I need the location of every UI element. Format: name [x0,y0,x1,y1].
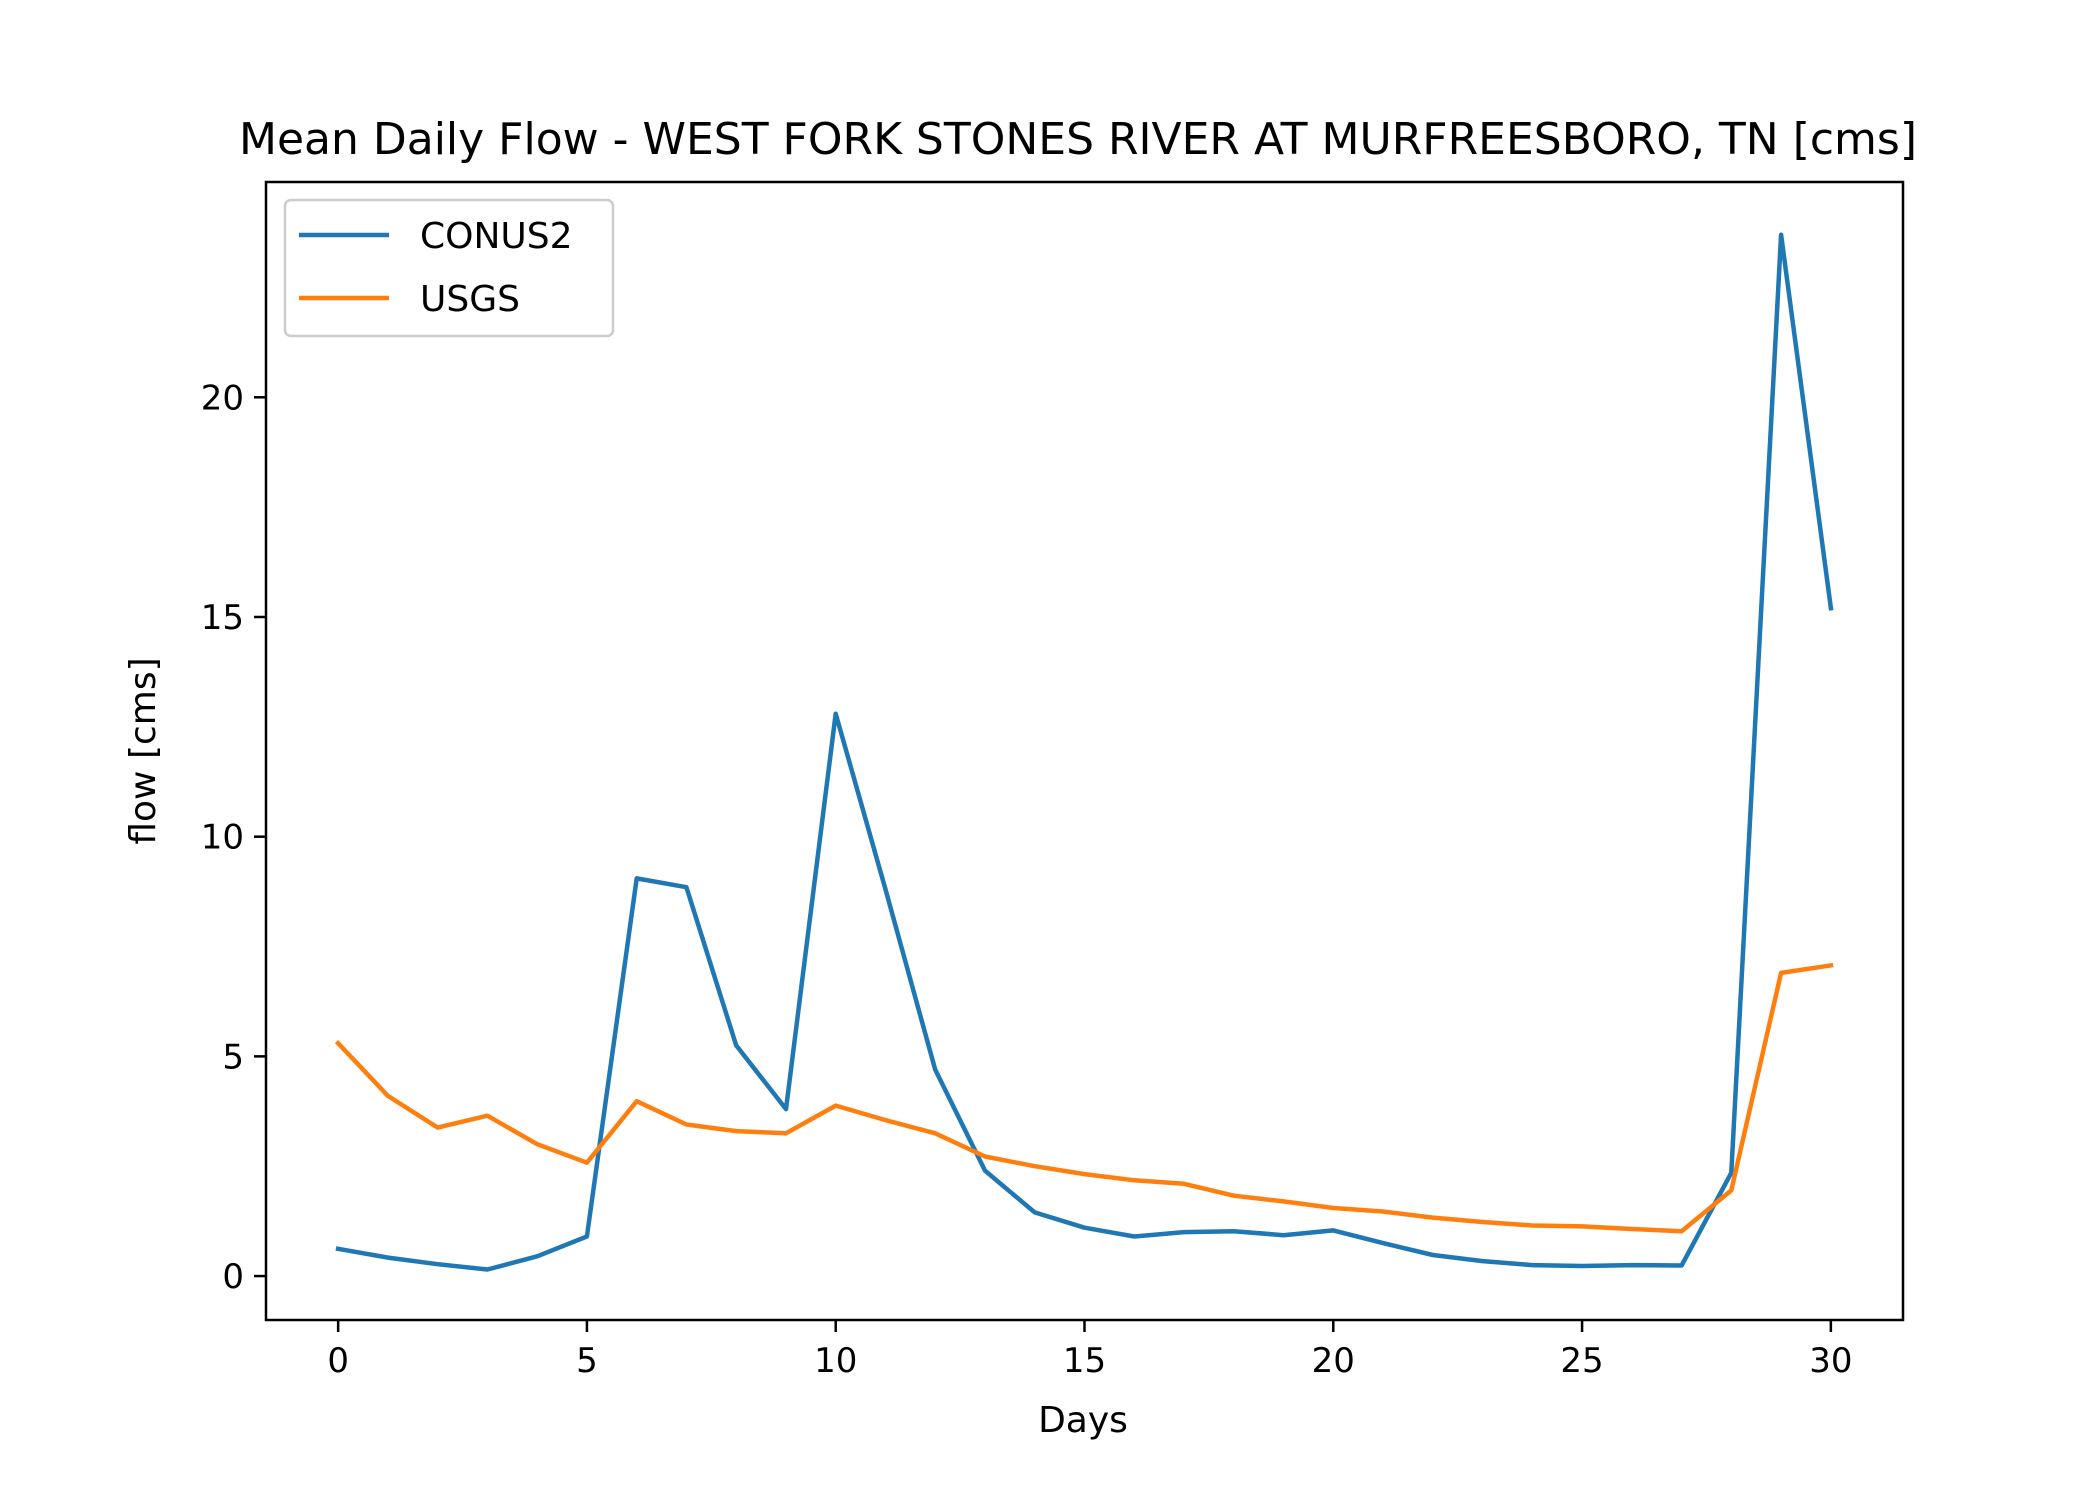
y-tick-label: 20 [201,378,244,418]
legend-label-usgs: USGS [420,279,520,320]
x-axis-ticks: 0 5 10 15 20 25 30 [327,1320,1852,1381]
x-tick-label: 10 [814,1341,857,1381]
plot-frame [264,180,1905,1322]
x-tick-label: 5 [576,1341,598,1381]
series-line-conus2 [335,232,1834,1272]
y-tick-label: 15 [201,598,244,638]
x-tick-label: 20 [1312,1341,1355,1381]
y-tick-label: 0 [222,1257,244,1297]
chart-title: Mean Daily Flow - WEST FORK STONES RIVER… [239,114,1917,165]
y-axis-ticks: 0 5 10 15 20 [201,378,266,1297]
y-tick-label: 5 [222,1037,244,1077]
x-tick-label: 0 [327,1341,349,1381]
x-tick-label: 30 [1809,1341,1852,1381]
legend-label-conus2: CONUS2 [420,216,573,257]
legend: CONUS2 USGS [283,198,615,338]
x-tick-label: 15 [1063,1341,1106,1381]
series-line-usgs [334,962,1834,1234]
y-tick-label: 10 [201,818,244,858]
series-layer [334,232,1834,1272]
y-axis-label: flow [cms] [123,657,164,844]
x-tick-label: 25 [1560,1341,1603,1381]
x-axis-label: Days [1038,1400,1128,1441]
